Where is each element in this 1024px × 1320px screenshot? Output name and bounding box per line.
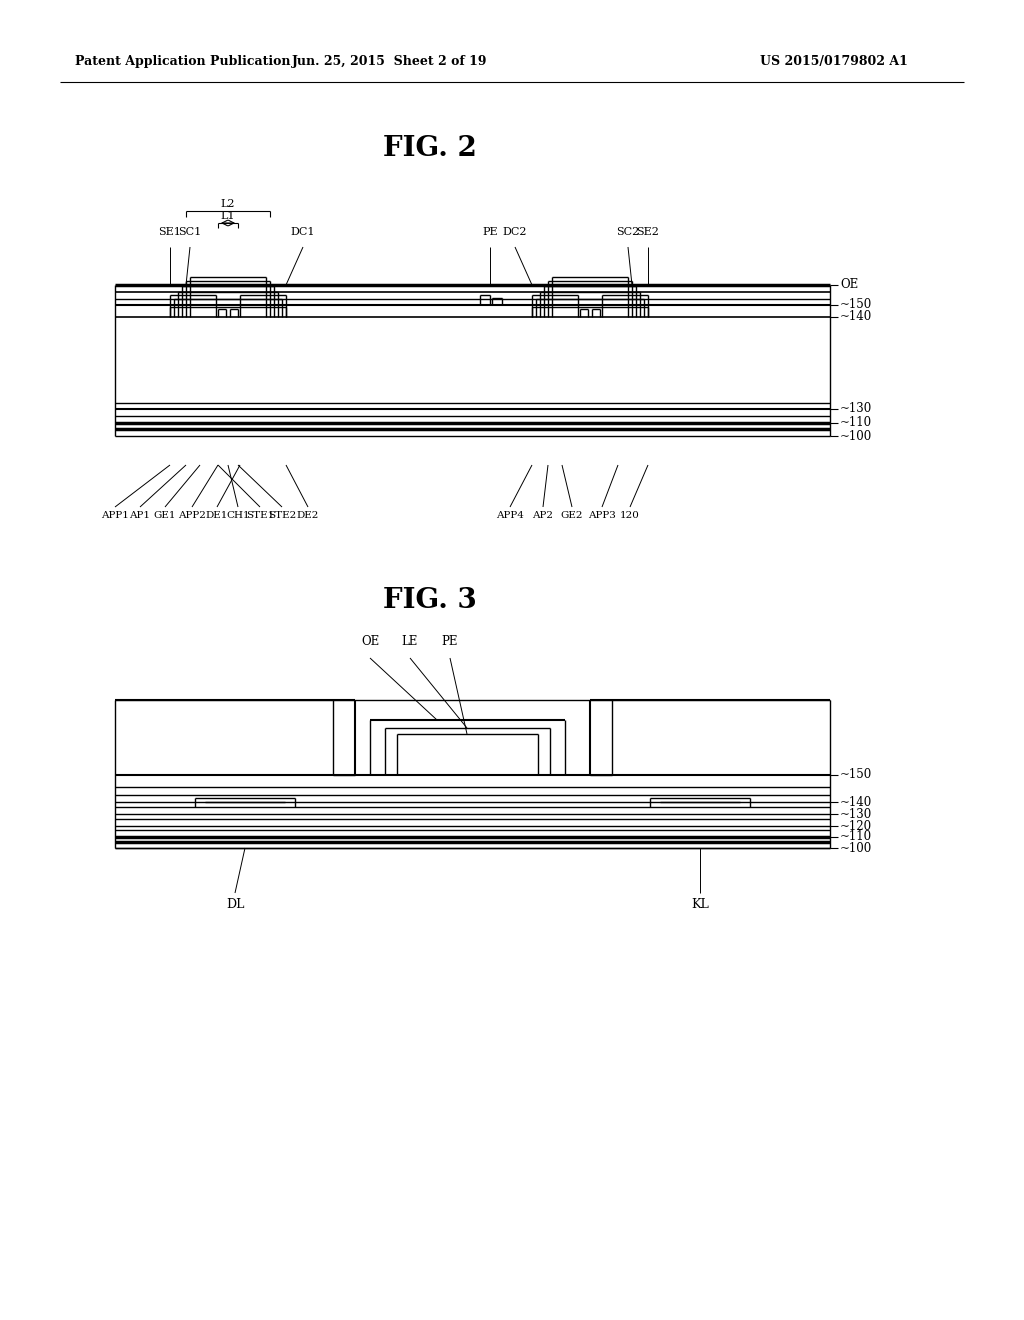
Text: STE1: STE1 <box>246 511 274 520</box>
Text: L1: L1 <box>221 211 236 220</box>
Text: PE: PE <box>482 227 498 238</box>
Text: ~100: ~100 <box>840 429 872 442</box>
Text: ~140: ~140 <box>840 310 872 323</box>
Text: FIG. 3: FIG. 3 <box>383 586 477 614</box>
Text: GE2: GE2 <box>561 511 584 520</box>
Text: ~130: ~130 <box>840 403 872 416</box>
Text: SC2: SC2 <box>616 227 640 238</box>
Text: APP1: APP1 <box>101 511 129 520</box>
Text: OE: OE <box>840 279 858 292</box>
Text: STE2: STE2 <box>268 511 296 520</box>
Text: AP1: AP1 <box>129 511 151 520</box>
Text: APP4: APP4 <box>496 511 524 520</box>
Text: FIG. 2: FIG. 2 <box>383 135 477 161</box>
Text: L2: L2 <box>221 199 236 209</box>
Text: DE1: DE1 <box>206 511 228 520</box>
Text: APP3: APP3 <box>588 511 616 520</box>
Text: DC2: DC2 <box>503 227 527 238</box>
Text: Patent Application Publication: Patent Application Publication <box>75 55 291 69</box>
Text: GE1: GE1 <box>154 511 176 520</box>
Text: DC1: DC1 <box>291 227 315 238</box>
Text: ~100: ~100 <box>840 842 872 854</box>
Text: ~150: ~150 <box>840 768 872 781</box>
Text: KL: KL <box>691 898 709 911</box>
Text: ~110: ~110 <box>840 830 872 843</box>
Text: ~130: ~130 <box>840 808 872 821</box>
Text: OE: OE <box>360 635 379 648</box>
Text: ~120: ~120 <box>840 820 872 833</box>
Bar <box>115 700 830 920</box>
Text: PE: PE <box>441 635 459 648</box>
Text: LE: LE <box>401 635 418 648</box>
Text: 120: 120 <box>621 511 640 520</box>
Text: CH1: CH1 <box>226 511 250 520</box>
Text: DL: DL <box>226 898 244 911</box>
Text: Jun. 25, 2015  Sheet 2 of 19: Jun. 25, 2015 Sheet 2 of 19 <box>292 55 487 69</box>
Text: APP2: APP2 <box>178 511 206 520</box>
Text: DE2: DE2 <box>297 511 319 520</box>
Text: ~150: ~150 <box>840 298 872 312</box>
Text: SC1: SC1 <box>178 227 202 238</box>
Text: ~110: ~110 <box>840 417 872 429</box>
Bar <box>115 285 830 465</box>
Text: US 2015/0179802 A1: US 2015/0179802 A1 <box>760 55 908 69</box>
Text: SE2: SE2 <box>637 227 659 238</box>
Text: AP2: AP2 <box>532 511 554 520</box>
Text: SE1: SE1 <box>159 227 181 238</box>
Text: ~140: ~140 <box>840 796 872 808</box>
